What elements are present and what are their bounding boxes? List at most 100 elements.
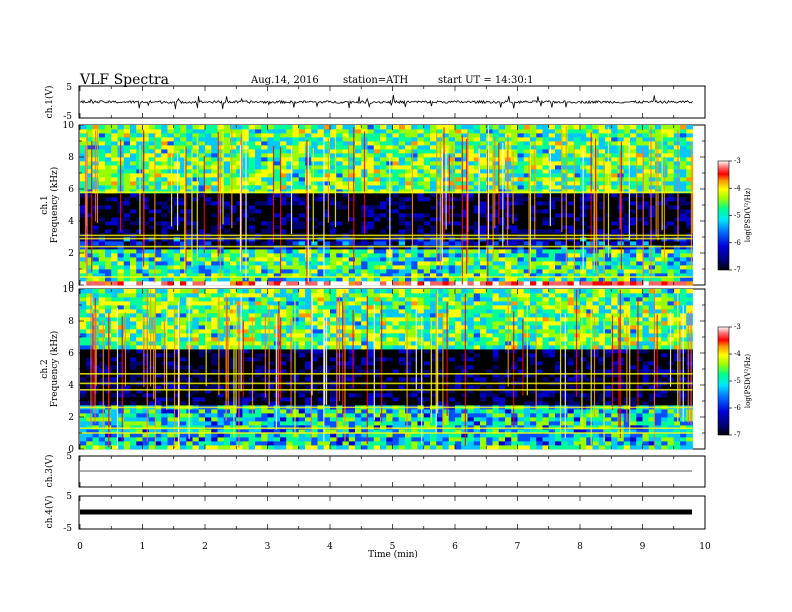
spectrogram-cell <box>223 425 231 430</box>
spectrogram-cell <box>198 165 206 170</box>
spectrogram-cell <box>123 193 131 198</box>
spectrogram-cell <box>192 137 200 142</box>
spectrogram-cell <box>92 401 100 406</box>
spectrogram-cell <box>205 273 212 278</box>
spectrogram-cell <box>161 157 168 162</box>
spectrogram-cell <box>486 273 493 278</box>
spectrogram-cell <box>586 185 593 190</box>
spectrogram-cell <box>530 269 537 274</box>
spectrogram-cell <box>323 273 331 278</box>
spectrogram-cell <box>286 133 293 138</box>
spectrogram-cell <box>323 265 331 270</box>
spectrogram-cell <box>611 141 618 146</box>
spectrogram-cell <box>417 141 425 146</box>
spectrogram-cell <box>98 205 106 210</box>
spectrogram-cell <box>623 157 631 162</box>
spectrogram-cell <box>267 197 275 202</box>
spectrogram-cell <box>630 181 637 186</box>
spectrogram-cell <box>342 137 350 142</box>
spectrogram-cell <box>142 301 150 306</box>
spectrogram-cell <box>517 197 525 202</box>
spectrogram-cell <box>430 201 437 206</box>
spectrogram-cell <box>192 345 200 350</box>
spectrogram-cell <box>311 181 318 186</box>
spectrogram-cell <box>161 277 168 282</box>
spectrogram-cell <box>617 181 625 186</box>
spectrogram-cell <box>148 257 156 262</box>
spectrogram-cell <box>336 149 343 154</box>
spectrogram-cell <box>136 249 143 254</box>
spectrogram-cell <box>186 441 193 446</box>
spectrogram-cell <box>230 257 237 262</box>
spectrogram-cell <box>480 141 487 146</box>
spectrogram-cell <box>92 261 100 266</box>
spectrogram-cell <box>367 225 375 230</box>
spectrogram-cell <box>498 257 506 262</box>
spectrogram-cell <box>80 241 87 246</box>
spectrogram-cell <box>142 445 150 450</box>
spectrogram-cell <box>617 157 625 162</box>
spectrogram-cell <box>173 313 181 318</box>
spectrogram-cell <box>230 145 237 150</box>
spectrogram-cell <box>236 185 243 190</box>
spectrogram-cell <box>680 137 687 142</box>
spectrogram-cell <box>80 401 87 406</box>
spectrogram-cell <box>261 169 268 174</box>
spectrogram-cell <box>161 301 168 306</box>
spectrogram-cell <box>155 301 162 306</box>
spectrogram-cell <box>148 349 156 354</box>
spectrogram-cell <box>161 193 168 198</box>
spectrogram-cell <box>192 289 200 294</box>
spectrogram-cell <box>161 257 168 262</box>
spectrogram-cell <box>86 161 93 166</box>
spectrogram-cell <box>667 177 675 182</box>
spectrogram-cell <box>317 165 325 170</box>
spectrogram-cell <box>142 441 150 446</box>
spectrogram-cell <box>348 125 356 130</box>
spectrogram-cell <box>117 433 125 438</box>
spectrogram-cell <box>98 409 106 414</box>
spectrogram-cell <box>86 365 93 370</box>
spectrogram-cell <box>142 357 150 362</box>
spectrogram-cell <box>117 361 125 366</box>
spectrogram-cell <box>230 277 237 282</box>
spectrogram-cell <box>430 213 437 218</box>
spectrogram-cell <box>417 221 425 226</box>
spectrogram-cell <box>236 181 243 186</box>
spectrogram-cell <box>292 149 300 154</box>
spectrogram-cell <box>661 269 668 274</box>
spectrogram-cell <box>680 225 687 230</box>
spectrogram-cell <box>380 273 387 278</box>
spectrogram-cell <box>517 265 525 270</box>
spectrogram-cell <box>205 149 212 154</box>
spectrogram-cell <box>148 177 156 182</box>
spectrogram-cell <box>280 257 287 262</box>
spectrogram-cell <box>592 261 600 266</box>
spectrogram-cell <box>561 165 568 170</box>
spectrogram-cell <box>111 445 118 450</box>
spectrogram-cell <box>430 149 437 154</box>
spectrogram-cell <box>580 137 587 142</box>
spectrogram-cell <box>567 213 575 218</box>
spectrogram-cell <box>436 125 443 130</box>
spectrogram-cell <box>311 217 318 222</box>
spectrogram-cell <box>373 281 381 286</box>
spectrogram-cell <box>155 389 162 394</box>
spectrogram-cell <box>430 269 437 274</box>
spectrogram-cell <box>298 213 306 218</box>
spectrogram-cell <box>111 193 118 198</box>
spectrogram-cell <box>298 157 306 162</box>
spectrogram-cell <box>148 397 156 402</box>
spectrogram-cell <box>392 257 400 262</box>
spectrogram-cell <box>380 269 387 274</box>
spectrogram-cell <box>361 257 368 262</box>
spectrogram-cell <box>123 153 131 158</box>
spectrogram-cell <box>505 129 512 134</box>
spectrogram-cell <box>192 229 200 234</box>
spectrogram-cell <box>211 421 218 426</box>
sferic-streak <box>448 154 450 224</box>
spectrogram-cell <box>673 241 681 246</box>
spectrogram-cell <box>367 249 375 254</box>
spectrogram-cell <box>548 141 556 146</box>
spectrogram-cell <box>161 133 168 138</box>
